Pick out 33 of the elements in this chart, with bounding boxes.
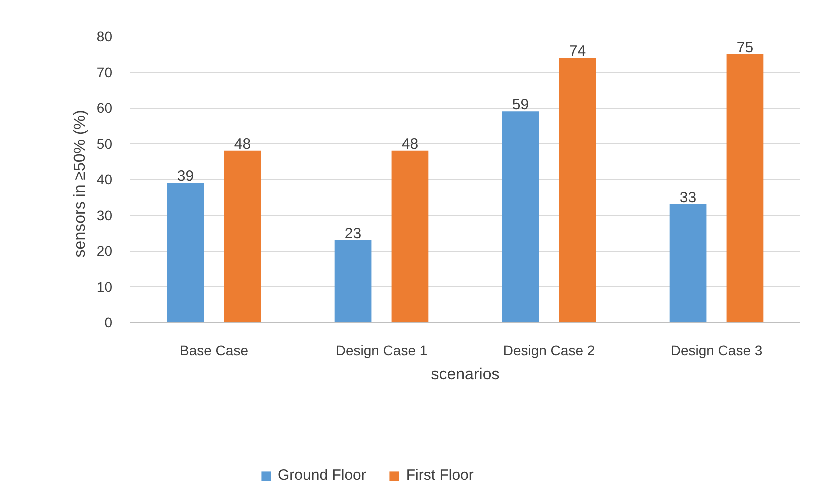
data-label: 48 (234, 136, 252, 153)
bar (334, 240, 372, 322)
y-tick-label: 20 (96, 243, 113, 259)
data-label: 75 (736, 39, 754, 56)
bar (502, 112, 540, 322)
bar (224, 150, 262, 322)
y-tick-label: 70 (96, 64, 113, 80)
y-tick-label: 10 (96, 278, 113, 295)
x-axis-title: scenarios (431, 366, 500, 384)
x-tick-label: Design Case 1 (336, 342, 428, 358)
legend-label: Ground Floor (278, 467, 366, 484)
bar (559, 58, 596, 322)
y-tick-label: 80 (96, 28, 113, 44)
bar (670, 204, 707, 322)
y-tick-label: 30 (96, 207, 113, 224)
data-label: 48 (402, 136, 419, 153)
bar (167, 183, 204, 322)
x-tick-label: Base Case (180, 342, 249, 358)
data-label: 33 (680, 190, 697, 207)
y-tick-label: 0 (104, 314, 113, 330)
x-tick-label: Design Case 2 (503, 342, 596, 358)
data-label: 23 (344, 225, 362, 242)
data-label: 74 (569, 42, 586, 60)
y-tick-label: 40 (96, 172, 113, 188)
bar (392, 150, 429, 322)
x-tick-label: Design Case 3 (670, 342, 763, 358)
y-tick-label: 50 (96, 136, 113, 152)
data-label: 59 (512, 96, 530, 114)
data-label: 39 (177, 168, 194, 186)
bar (726, 54, 764, 322)
y-tick-label: 60 (96, 100, 113, 116)
y-axis-title: sensors in ≥50% (%) (72, 110, 89, 258)
legend-label: First Floor (406, 467, 474, 484)
